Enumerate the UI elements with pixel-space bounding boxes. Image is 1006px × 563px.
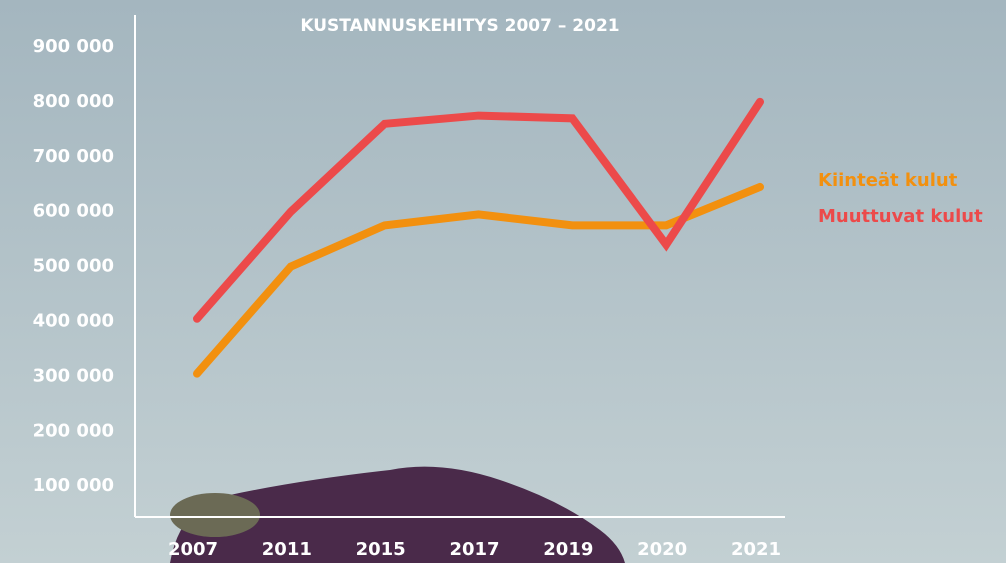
photo-hair — [170, 493, 260, 537]
x-tick-label: 2007 — [168, 539, 218, 560]
x-tick-label: 2017 — [449, 539, 499, 560]
background — [0, 0, 1006, 563]
y-tick-label: 600 000 — [33, 201, 114, 222]
x-tick-label: 2015 — [356, 539, 406, 560]
y-tick-label: 900 000 — [33, 36, 114, 57]
x-tick-label: 2011 — [262, 539, 312, 560]
y-tick-label: 400 000 — [33, 310, 114, 331]
legend-label: Kiinteät kulut — [818, 170, 958, 191]
x-tick-label: 2021 — [731, 539, 781, 560]
y-tick-label: 700 000 — [33, 146, 114, 167]
page: KUSTANNUSKEHITYS 2007 – 2021 100 000 200 … — [0, 0, 1006, 563]
chart: KUSTANNUSKEHITYS 2007 – 2021 100 000 200 … — [0, 0, 1006, 563]
x-tick-label: 2019 — [543, 539, 593, 560]
y-tick-label: 800 000 — [33, 91, 114, 112]
x-tick-label: 2020 — [637, 539, 687, 560]
legend-label: Muuttuvat kulut — [818, 206, 983, 227]
chart-title: KUSTANNUSKEHITYS 2007 – 2021 — [300, 16, 619, 36]
y-tick-label: 200 000 — [33, 420, 114, 441]
y-tick-label: 500 000 — [33, 256, 114, 277]
y-tick-label: 300 000 — [33, 365, 114, 386]
y-tick-label: 100 000 — [33, 475, 114, 496]
